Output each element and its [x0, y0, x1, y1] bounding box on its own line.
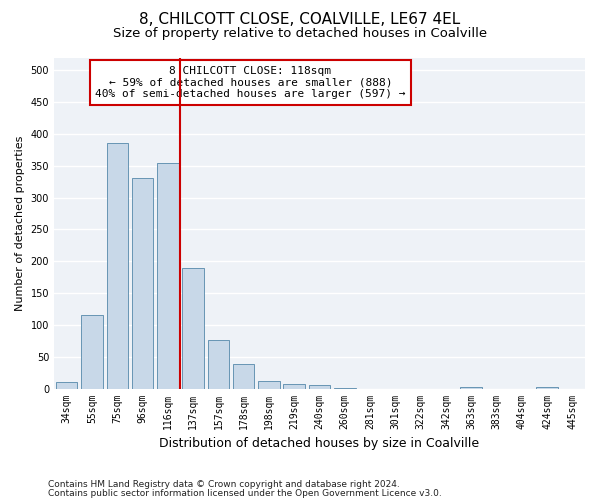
Text: Contains HM Land Registry data © Crown copyright and database right 2024.: Contains HM Land Registry data © Crown c… [48, 480, 400, 489]
Bar [283, 384, 305, 388]
X-axis label: Distribution of detached houses by size in Coalville: Distribution of detached houses by size … [160, 437, 479, 450]
Text: 8, CHILCOTT CLOSE, COALVILLE, LE67 4EL: 8, CHILCOTT CLOSE, COALVILLE, LE67 4EL [139, 12, 461, 28]
Text: Size of property relative to detached houses in Coalville: Size of property relative to detached ho… [113, 28, 487, 40]
Bar [132, 178, 153, 388]
Bar [81, 316, 103, 388]
Y-axis label: Number of detached properties: Number of detached properties [15, 136, 25, 310]
Bar [460, 386, 482, 388]
Bar [208, 340, 229, 388]
Bar [182, 268, 204, 388]
Bar [157, 162, 179, 388]
Bar [309, 386, 330, 388]
Bar [56, 382, 77, 388]
Bar [536, 386, 558, 388]
Bar [258, 381, 280, 388]
Bar [233, 364, 254, 388]
Bar [107, 144, 128, 388]
Text: 8 CHILCOTT CLOSE: 118sqm
← 59% of detached houses are smaller (888)
40% of semi-: 8 CHILCOTT CLOSE: 118sqm ← 59% of detach… [95, 66, 406, 99]
Text: Contains public sector information licensed under the Open Government Licence v3: Contains public sector information licen… [48, 489, 442, 498]
